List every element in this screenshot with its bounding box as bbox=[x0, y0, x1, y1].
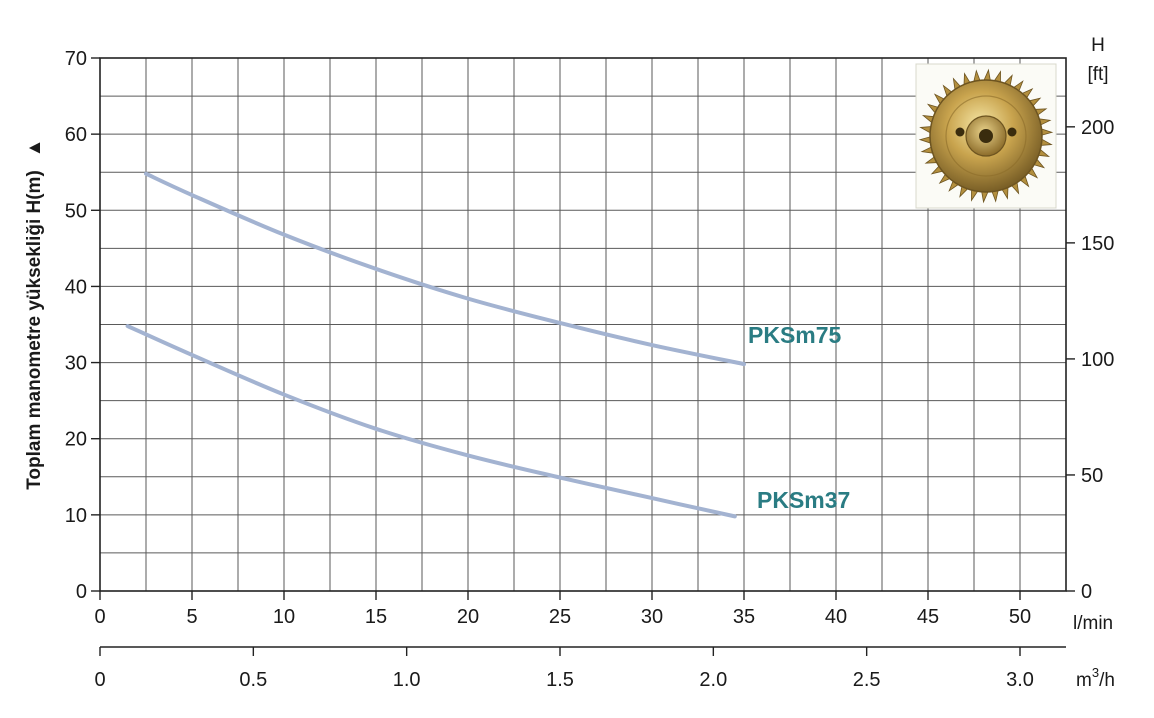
y-tick-label: 40 bbox=[65, 276, 87, 298]
y2-axis-ticks: 0 50 100 150 200 bbox=[1066, 117, 1114, 603]
series-label-pksm37: PKSm37 bbox=[757, 487, 850, 513]
x-tick-label: 15 bbox=[365, 606, 387, 628]
x2-tick-label: 1.0 bbox=[393, 669, 421, 691]
y-tick-label: 10 bbox=[65, 505, 87, 527]
x-tick-label: 40 bbox=[825, 606, 847, 628]
y-axis-arrow: ▲ bbox=[24, 139, 45, 158]
x-tick-label: 5 bbox=[186, 606, 197, 628]
y-tick-label: 70 bbox=[65, 48, 87, 70]
x-tick-label: 35 bbox=[733, 606, 755, 628]
x-tick-label: 45 bbox=[917, 606, 939, 628]
series-label-pksm75: PKSm75 bbox=[748, 322, 842, 348]
y2-axis-unit: [ft] bbox=[1087, 64, 1108, 85]
y2-tick-label: 100 bbox=[1081, 349, 1114, 371]
x-axis-ticks-lmin: 0 5 10 15 20 25 30 35 40 45 50 bbox=[94, 591, 1031, 628]
y2-axis-title: H bbox=[1091, 35, 1105, 56]
series-line-pksm37 bbox=[125, 324, 737, 519]
y-tick-label: 30 bbox=[65, 353, 87, 375]
series-line-pksm75 bbox=[144, 171, 746, 367]
y-axis-label: Toplam manometre yüksekliği H(m) bbox=[24, 170, 45, 490]
x-tick-label: 10 bbox=[273, 606, 295, 628]
y-axis-arrow-glyph: ▲ bbox=[24, 139, 45, 158]
x-axis-unit-m3h: m3/h bbox=[1076, 665, 1115, 691]
x2-tick-label: 2.0 bbox=[699, 669, 727, 691]
y-axis-title: Toplam manometre yüksekliği H(m) bbox=[24, 170, 45, 490]
series-layer: PKSm75 PKSm37 bbox=[125, 171, 850, 519]
x2-tick-label: 2.5 bbox=[853, 669, 881, 691]
x-tick-label: 50 bbox=[1009, 606, 1031, 628]
grid bbox=[100, 58, 1066, 591]
y-tick-label: 60 bbox=[65, 124, 87, 146]
x2-tick-label: 0 bbox=[94, 669, 105, 691]
plot-frame bbox=[99, 57, 1067, 592]
y2-tick-label: 0 bbox=[1081, 581, 1092, 603]
x-tick-label: 20 bbox=[457, 606, 479, 628]
x-tick-label: 0 bbox=[94, 606, 105, 628]
y2-tick-label: 150 bbox=[1081, 233, 1114, 255]
x-tick-label: 25 bbox=[549, 606, 571, 628]
y2-tick-label: 50 bbox=[1081, 465, 1103, 487]
x2-tick-label: 3.0 bbox=[1006, 669, 1034, 691]
x-tick-label: 30 bbox=[641, 606, 663, 628]
y-tick-label: 0 bbox=[76, 581, 87, 603]
brass-impeller-icon bbox=[915, 63, 1057, 209]
x2-tick-label: 1.5 bbox=[546, 669, 574, 691]
x-axis-unit-lmin: l/min bbox=[1073, 613, 1113, 634]
y2-tick-label: 200 bbox=[1081, 117, 1114, 139]
y-axis-ticks: 0 10 20 30 40 50 60 70 bbox=[65, 48, 100, 603]
y-tick-label: 20 bbox=[65, 429, 87, 451]
x2-tick-label: 0.5 bbox=[239, 669, 267, 691]
x-axis-m3h: 0 0.5 1.0 1.5 2.0 2.5 3.0 bbox=[94, 646, 1066, 691]
y-tick-label: 50 bbox=[65, 200, 87, 222]
